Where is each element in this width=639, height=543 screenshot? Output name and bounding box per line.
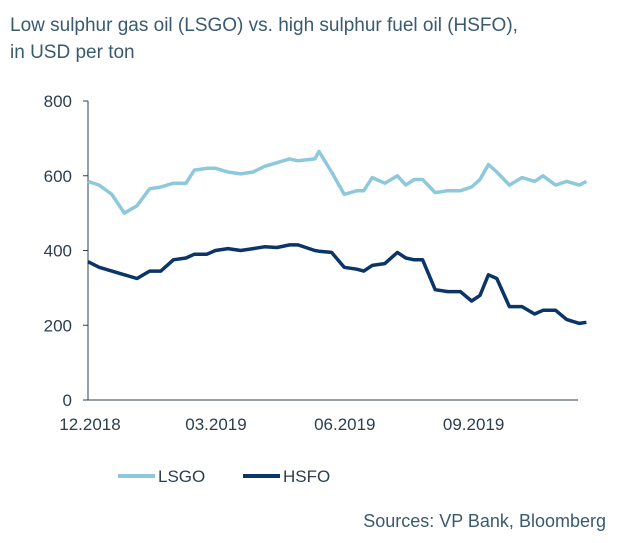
legend-label-lsgo: LSGO — [158, 467, 205, 486]
series-line-hsfo — [87, 243, 587, 326]
x-tick-label: 06.2019 — [314, 415, 375, 434]
chart-subtitle: in USD per ton — [10, 42, 135, 63]
y-tick-label: 800 — [44, 92, 72, 111]
source-note: Sources: VP Bank, Bloomberg — [363, 511, 606, 531]
x-tick-label: 03.2019 — [185, 415, 246, 434]
x-tick-label: 12.2018 — [59, 415, 120, 434]
x-tick-label: 09.2019 — [443, 415, 504, 434]
y-tick-label: 400 — [44, 242, 72, 261]
y-tick-label: 200 — [44, 316, 72, 335]
legend: LSGO HSFO — [118, 467, 330, 486]
legend-label-hsfo: HSFO — [283, 467, 330, 486]
chart-title: Low sulphur gas oil (LSGO) vs. high sulp… — [10, 15, 518, 36]
y-tick-label: 600 — [44, 167, 72, 186]
y-tick-label: 0 — [63, 391, 72, 410]
series-line-lsgo — [87, 149, 588, 215]
